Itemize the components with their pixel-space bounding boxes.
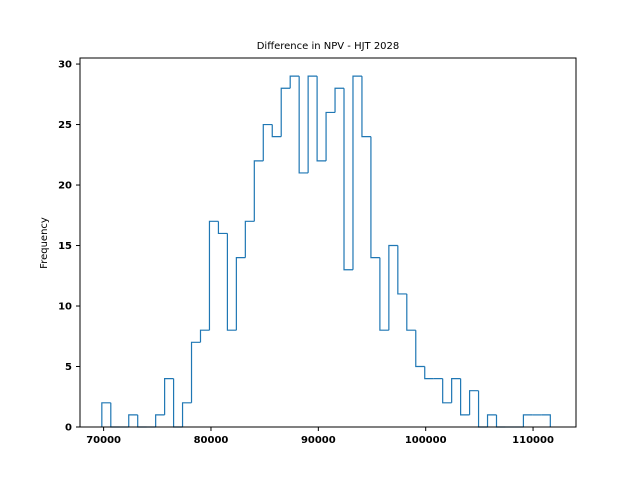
histogram-bin (235, 257, 246, 331)
histogram-bin (217, 221, 228, 235)
histogram-bin (397, 245, 407, 295)
histogram-bin (522, 414, 533, 427)
histogram-bin (352, 75, 362, 270)
histogram-bin (486, 414, 497, 427)
chart-title: Difference in NPV - HJT 2028 (257, 41, 400, 52)
x-tick-label: 90000 (301, 435, 336, 446)
histogram-bin (155, 414, 165, 427)
plot-area: 70000 80000 90000 100000 110000 0 5 10 15 20 25 30 (58, 60, 554, 446)
y-tick-label: 15 (58, 241, 72, 252)
histogram-bin (298, 76, 309, 174)
histogram-bin (361, 76, 371, 138)
x-tick-label: 100000 (405, 435, 447, 446)
histogram-bin (262, 123, 273, 161)
y-tick-label: 30 (58, 60, 72, 71)
y-tick-label: 10 (58, 302, 72, 313)
histogram-bin (244, 220, 255, 258)
histogram-bin (271, 124, 282, 138)
histogram-bin (128, 414, 138, 427)
y-tick-label: 20 (58, 181, 72, 192)
histogram-bin (316, 76, 327, 162)
histogram-bin (343, 88, 353, 271)
histogram-bin (101, 402, 111, 427)
histogram-bin (164, 378, 174, 415)
y-tick-label: 5 (65, 362, 72, 373)
histogram-bin (190, 341, 201, 403)
histogram-bin (334, 87, 345, 113)
histogram-bin (226, 233, 237, 331)
histogram-bin (253, 160, 264, 222)
histogram-bin (199, 329, 210, 343)
plot-frame (79, 57, 577, 428)
x-tick-label: 80000 (194, 435, 229, 446)
x-tick-label: 110000 (512, 435, 554, 446)
histogram-bin (451, 378, 461, 403)
histogram-bin (280, 87, 291, 137)
histogram-bin (289, 75, 300, 89)
x-tick-label: 70000 (86, 435, 121, 446)
histogram-bin (442, 378, 452, 404)
histogram-bin (460, 378, 470, 416)
histogram-bin (307, 75, 318, 173)
histogram-bin (208, 220, 219, 331)
y-tick-label: 0 (65, 423, 72, 434)
histogram-bin (424, 366, 434, 380)
histogram-bin (379, 257, 389, 331)
histogram-bin (468, 390, 479, 415)
histogram-bin (406, 293, 416, 331)
histogram-bin (370, 136, 380, 259)
histogram-bin (325, 111, 336, 161)
histogram-bin (541, 414, 551, 427)
histogram-bin (415, 330, 425, 368)
histogram-bin (388, 244, 398, 331)
histogram-bin (181, 402, 192, 427)
y-axis-title: Frequency (39, 217, 50, 269)
y-tick-label: 25 (58, 120, 72, 131)
